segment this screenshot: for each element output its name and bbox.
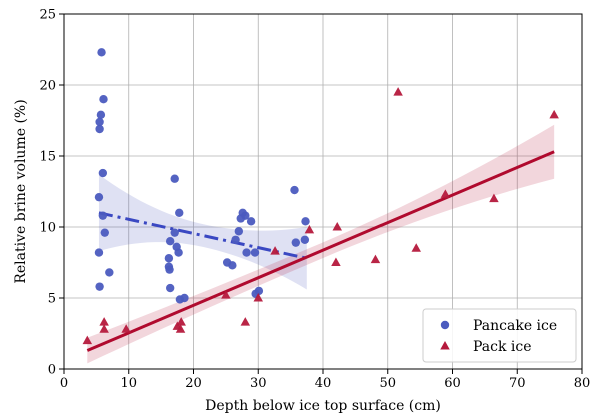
pack-ice-point: [549, 109, 559, 119]
x-tick-label: 70: [509, 376, 526, 391]
y-tick-label: 25: [39, 8, 56, 23]
pancake-ice-point: [95, 117, 104, 127]
pancake-ice-point: [254, 286, 264, 296]
pancake-ice-point: [228, 261, 237, 270]
pack-ice-point: [270, 246, 280, 255]
pancake-ice-point: [242, 248, 251, 257]
pack-ice-point: [393, 87, 403, 96]
data-points: [82, 48, 559, 345]
pancake-ice-point: [175, 208, 184, 217]
pack-ice-trend-line: [86, 150, 555, 352]
pack-ice-point: [332, 222, 342, 231]
pancake-ice-point: [98, 211, 108, 220]
pack-ice-point: [411, 243, 421, 252]
pancake-ice-point: [94, 192, 104, 202]
pack-ice-point: [175, 324, 186, 333]
x-tick-label: 0: [60, 376, 68, 391]
pancake-ice-point: [165, 283, 175, 293]
pancake-ice-point: [231, 235, 240, 244]
pancake-ice-trend-line: [98, 211, 308, 260]
pancake-ice-point: [180, 293, 189, 303]
legend-marker-pancake-ice: [440, 320, 450, 330]
y-tick-label: 20: [39, 79, 56, 94]
pack-ice-point: [176, 317, 186, 326]
trend-lines: [86, 150, 555, 352]
pancake-ice-confidence-band: [98, 174, 307, 290]
pancake-ice-point: [96, 110, 106, 120]
pack-ice-point: [221, 290, 231, 299]
pancake-ice-point: [94, 248, 104, 257]
x-tick-label: 30: [250, 376, 267, 391]
x-tick-label: 40: [315, 376, 332, 391]
pancake-ice-point: [290, 185, 299, 195]
pancake-ice-point: [250, 248, 260, 257]
y-tick-label: 0: [48, 363, 56, 378]
pack-ice-point: [82, 335, 93, 345]
legend-box: [422, 308, 577, 363]
pack-ice-point: [240, 317, 251, 326]
pancake-ice-point: [95, 282, 104, 291]
pancake-ice-point: [95, 124, 104, 134]
pack-ice-point: [489, 193, 499, 203]
pancake-ice-point: [165, 265, 174, 274]
x-axis-label: Depth below ice top surface (cm): [205, 398, 441, 414]
pack-ice-point: [121, 324, 131, 333]
pack-ice-point: [253, 293, 263, 302]
pancake-ice-point: [165, 237, 175, 246]
legend: Pancake ice Pack ice: [422, 308, 577, 363]
y-tick-label: 15: [39, 150, 56, 165]
x-tick-label: 10: [120, 376, 137, 391]
pancake-ice-point: [100, 228, 109, 237]
x-tick-label: 50: [379, 376, 396, 391]
pack-ice-point: [304, 224, 315, 234]
pancake-ice-point: [301, 217, 310, 226]
pack-ice-confidence-band: [87, 124, 555, 364]
pancake-ice-point: [291, 238, 301, 247]
legend-label-pancake-ice: Pancake ice: [473, 318, 557, 334]
pancake-ice-point: [98, 168, 108, 178]
pancake-ice-point: [234, 227, 244, 236]
pancake-ice-point: [170, 228, 179, 237]
pancake-ice-point: [170, 174, 179, 183]
x-tick-label: 80: [574, 376, 590, 391]
pancake-ice-point: [105, 268, 114, 277]
pack-ice-point: [99, 317, 109, 326]
confidence-bands: [87, 124, 555, 364]
pack-ice-point: [370, 254, 381, 264]
pack-ice-point: [331, 257, 341, 266]
x-tick-label: 20: [185, 376, 202, 391]
legend-circle-marker: [440, 320, 450, 330]
legend-marker-pack-ice: [440, 341, 450, 350]
x-tick-label: 60: [444, 376, 461, 391]
pancake-ice-point: [164, 254, 174, 263]
pancake-ice-point: [236, 214, 245, 223]
axis-ticks: 0 10 20 30 40 50 60 70 80 0 5 10 15 20 25: [39, 8, 590, 392]
pancake-ice-point: [174, 248, 183, 257]
pancake-ice-point: [300, 235, 310, 244]
legend-triangle-marker: [440, 341, 450, 350]
legend-label-pack-ice: Pack ice: [473, 339, 532, 355]
y-tick-label: 10: [39, 221, 56, 236]
pancake-ice-point: [97, 48, 106, 57]
pack-ice-point: [99, 324, 109, 333]
pack-ice-point: [440, 189, 451, 198]
y-tick-label: 5: [48, 292, 56, 307]
pancake-ice-point: [246, 217, 256, 226]
y-axis-label: Relative brine volume (%): [13, 99, 29, 283]
grid: [63, 13, 583, 370]
pancake-ice-point: [99, 95, 108, 104]
